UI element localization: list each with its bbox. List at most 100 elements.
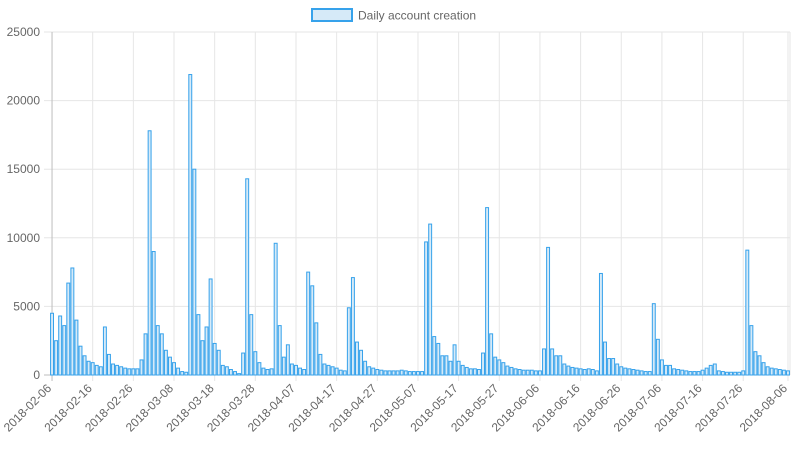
bar bbox=[245, 178, 250, 376]
bar bbox=[78, 345, 83, 376]
bar bbox=[66, 282, 71, 376]
y-tick-label: 5000 bbox=[13, 299, 40, 313]
bar bbox=[684, 370, 689, 376]
bar bbox=[163, 349, 168, 376]
bar bbox=[688, 371, 693, 376]
x-tick-label: 2018-08-06 bbox=[737, 381, 791, 435]
bar bbox=[176, 367, 181, 376]
bar bbox=[62, 325, 67, 376]
bar bbox=[655, 338, 660, 376]
bar bbox=[753, 351, 758, 376]
bar bbox=[607, 358, 612, 376]
bar bbox=[769, 367, 774, 376]
bar bbox=[220, 364, 225, 376]
bar bbox=[269, 368, 274, 376]
bar bbox=[529, 369, 534, 376]
bar bbox=[481, 352, 485, 376]
bar bbox=[700, 369, 705, 376]
bar bbox=[659, 359, 664, 376]
bar bbox=[716, 370, 721, 376]
bar bbox=[603, 341, 607, 376]
bar bbox=[74, 319, 79, 376]
bar bbox=[119, 366, 124, 376]
bar bbox=[371, 367, 376, 376]
bar-series bbox=[50, 74, 790, 376]
bar bbox=[249, 314, 254, 376]
bar bbox=[635, 369, 640, 376]
bar bbox=[82, 355, 87, 376]
bar bbox=[383, 370, 388, 376]
bar bbox=[533, 370, 538, 376]
bar bbox=[773, 368, 778, 376]
bar bbox=[375, 369, 380, 376]
bar bbox=[147, 130, 152, 376]
bar bbox=[570, 366, 575, 376]
bar bbox=[391, 370, 396, 376]
bar bbox=[489, 333, 494, 376]
bar bbox=[281, 356, 286, 376]
bar bbox=[761, 362, 766, 376]
bar bbox=[143, 333, 148, 376]
bar bbox=[355, 341, 359, 376]
bar bbox=[322, 363, 327, 376]
bar bbox=[334, 367, 339, 376]
bar bbox=[94, 364, 99, 376]
chart-legend[interactable]: Daily account creation bbox=[311, 8, 476, 23]
bar bbox=[379, 369, 384, 376]
bar bbox=[733, 371, 738, 376]
bar bbox=[131, 368, 136, 376]
bar bbox=[196, 314, 201, 376]
bar bbox=[749, 325, 754, 376]
bar bbox=[745, 249, 750, 376]
x-axis: 2018-02-062018-02-162018-02-262018-03-08… bbox=[1, 381, 790, 435]
bar bbox=[98, 366, 103, 376]
bar bbox=[639, 370, 644, 376]
chart-grid bbox=[44, 31, 791, 381]
bar bbox=[338, 369, 343, 376]
bar bbox=[781, 369, 786, 376]
bar bbox=[542, 348, 546, 376]
bar bbox=[566, 365, 571, 376]
bar bbox=[192, 168, 197, 376]
bar bbox=[167, 356, 172, 376]
bar bbox=[159, 333, 164, 376]
bar bbox=[151, 251, 156, 376]
bar bbox=[411, 371, 416, 376]
bar bbox=[277, 325, 282, 376]
bar bbox=[615, 363, 620, 376]
bar bbox=[554, 355, 559, 376]
bar bbox=[501, 362, 506, 376]
bar bbox=[294, 364, 298, 376]
bar bbox=[350, 277, 355, 376]
bar bbox=[395, 370, 400, 376]
bar bbox=[712, 363, 717, 376]
bar bbox=[106, 353, 111, 376]
bar bbox=[440, 355, 445, 376]
bar bbox=[651, 303, 656, 376]
bar bbox=[432, 336, 437, 376]
bar bbox=[289, 363, 294, 376]
bar bbox=[509, 366, 514, 376]
bar bbox=[212, 342, 217, 376]
bar bbox=[428, 223, 433, 376]
bar bbox=[115, 364, 120, 376]
bar bbox=[485, 207, 490, 376]
bar bbox=[208, 278, 213, 376]
bar bbox=[627, 368, 632, 376]
bar bbox=[346, 307, 351, 376]
bar bbox=[464, 366, 469, 376]
bar bbox=[86, 360, 91, 376]
bar bbox=[537, 370, 542, 376]
bar bbox=[631, 369, 636, 376]
bar bbox=[468, 368, 473, 376]
bar bbox=[476, 369, 481, 376]
bar bbox=[777, 369, 782, 376]
bar bbox=[188, 74, 193, 376]
bar bbox=[460, 364, 465, 376]
bar bbox=[318, 353, 323, 376]
bar bbox=[668, 364, 673, 376]
bar bbox=[590, 369, 595, 376]
y-tick-label: 25000 bbox=[7, 25, 41, 39]
bar bbox=[54, 340, 59, 376]
bar bbox=[582, 369, 587, 376]
